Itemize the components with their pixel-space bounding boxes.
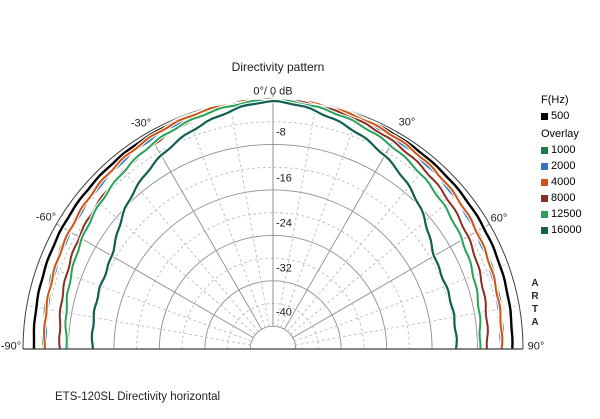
grid-spoke--80deg: [26, 305, 251, 346]
legend-overlay-header: Overlay: [541, 128, 579, 140]
db-tick-label-40: -40: [276, 306, 292, 319]
grid-spoke--40deg: [111, 157, 259, 332]
legend-label-16000: 16000: [551, 224, 582, 236]
db-tick-label-8: -8: [276, 126, 286, 139]
legend-label-500: 500: [551, 110, 570, 122]
grid-spoke-40deg: [287, 157, 435, 332]
grid-spoke--50deg: [81, 187, 256, 335]
polar-top-axis-label: 0°/ 0 dB: [253, 85, 293, 98]
legend-item-500: 500: [541, 108, 582, 124]
angle-label-plus60: 60°: [490, 212, 508, 225]
arta-watermark: ARTA: [531, 278, 539, 328]
grid-spoke--30deg: [147, 132, 263, 330]
grid-spoke--70deg: [37, 263, 252, 342]
angle-label-plus30: 30°: [398, 116, 416, 129]
grid-ring-dashed--12dB: [90, 166, 456, 350]
grid-spoke--60deg: [56, 223, 254, 339]
legend-item-2000: 2000: [541, 158, 582, 174]
grid-spoke-50deg: [290, 187, 465, 335]
legend-item-16000: 16000: [541, 222, 582, 238]
legend-label-2000: 2000: [551, 160, 576, 172]
footer-caption: ETS-120SL Directivity horizontal: [55, 391, 221, 403]
legend-swatch-2000: [541, 162, 548, 170]
grid-spoke--20deg: [187, 113, 266, 328]
angle-label-minus60: -60°: [35, 211, 57, 224]
legend-item-1000: 1000: [541, 142, 582, 158]
legend-swatch-8000: [541, 194, 548, 202]
legend-label-4000: 4000: [551, 176, 576, 188]
legend-item-8000: 8000: [541, 190, 582, 206]
legend-label-12500: 12500: [551, 208, 582, 220]
grid-spoke-10deg: [276, 102, 317, 327]
db-tick-label-24: -24: [276, 217, 292, 230]
grid-spoke-80deg: [295, 305, 520, 346]
legend-item-12500: 12500: [541, 206, 582, 222]
legend: F(Hz) 500 Overlay 1000 2000 4000 8000 12…: [541, 92, 582, 238]
legend-swatch-16000: [541, 226, 548, 234]
legend-label-1000: 1000: [551, 144, 576, 156]
chart-title: Directivity pattern: [231, 60, 325, 74]
grid-spoke--10deg: [229, 102, 270, 327]
curve-16000Hz: [90, 99, 458, 350]
grid-spoke-30deg: [283, 132, 399, 330]
legend-swatch-1000: [541, 146, 548, 154]
grid-ring--40dB: [249, 325, 297, 350]
angle-label-plus90: 90°: [527, 340, 545, 353]
angle-label-minus90: -90°: [0, 340, 22, 353]
legend-swatch-12500: [541, 210, 548, 218]
legend-swatch-4000: [541, 178, 548, 186]
grid-ring-dashed--20dB: [136, 212, 410, 350]
db-tick-label-16: -16: [276, 172, 292, 185]
grid-spoke-60deg: [292, 223, 490, 339]
legend-freq-header: F(Hz): [541, 94, 569, 106]
legend-label-8000: 8000: [551, 192, 576, 204]
legend-swatch-500: [541, 112, 548, 120]
grid-spoke-20deg: [280, 113, 359, 328]
angle-label-minus30: -30°: [130, 117, 152, 130]
db-tick-label-32: -32: [276, 262, 292, 275]
legend-item-4000: 4000: [541, 174, 582, 190]
